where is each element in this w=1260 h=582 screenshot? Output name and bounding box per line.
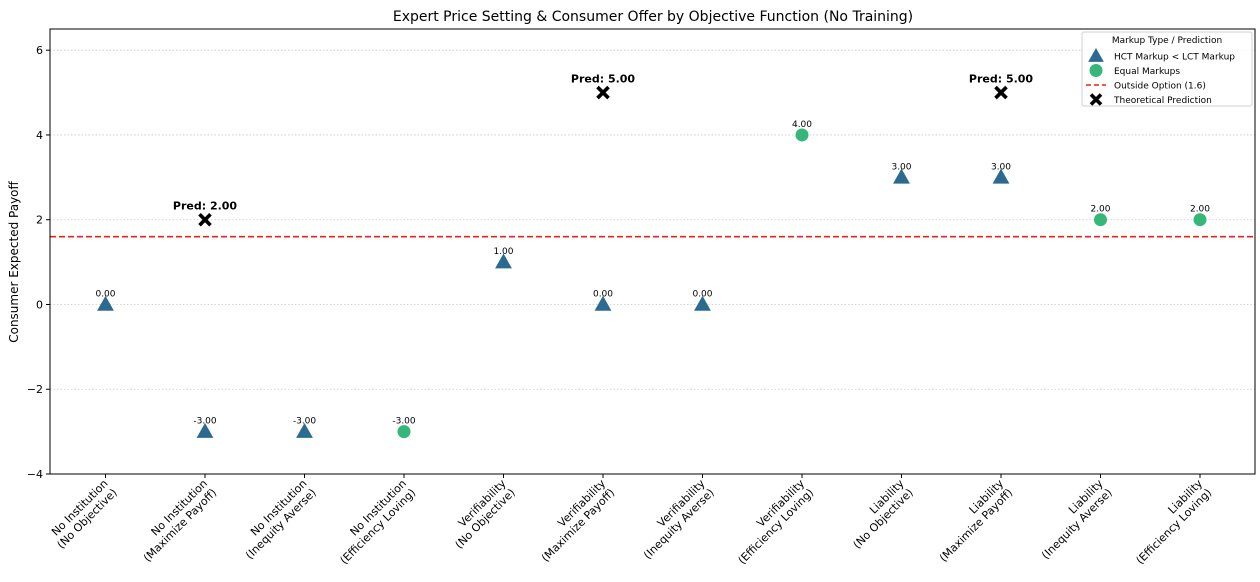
gridlines — [50, 49, 1255, 475]
data-label: 3.00 — [991, 162, 1011, 172]
triangle-point — [992, 168, 1010, 184]
prediction-label: Pred: 5.00 — [571, 73, 636, 86]
prediction-label: Pred: 5.00 — [969, 73, 1034, 86]
circle-point — [795, 128, 809, 142]
data-label: 0.00 — [593, 289, 613, 299]
circle-point — [1094, 213, 1107, 227]
legend-circle-icon — [1089, 64, 1103, 77]
data-label: 1.00 — [493, 247, 513, 257]
x-tick-label: Verifiability(Efficiency Loving) — [736, 477, 817, 567]
y-tick-label: −4 — [27, 468, 43, 481]
circle-point — [397, 425, 411, 439]
legend: Markup Type / Prediction HCT Markup < LCT… — [1081, 31, 1253, 107]
prediction-marker — [994, 85, 1008, 100]
data-label: -3.00 — [392, 417, 416, 427]
legend-triangle-icon — [1088, 47, 1104, 62]
x-mark-stroke — [1089, 93, 1103, 106]
triangle-point — [495, 253, 512, 269]
x-mark-stroke — [596, 85, 610, 100]
legend-label: HCT Markup < LCT Markup — [1114, 53, 1235, 63]
triangle-point — [97, 295, 114, 311]
y-tick-label: 6 — [36, 44, 43, 57]
chart-title: Expert Price Setting & Consumer Offer by… — [393, 9, 913, 25]
triangle-point — [694, 295, 711, 311]
data-label: 3.00 — [891, 162, 911, 172]
x-mark-stroke — [994, 85, 1008, 100]
y-tick-label: 0 — [36, 298, 43, 311]
x-mark-stroke — [198, 212, 212, 227]
plot-frame — [49, 28, 1256, 475]
data-label: 2.00 — [1190, 205, 1210, 215]
data-label: 0.00 — [95, 289, 115, 299]
data-marks: 0.00 -3.00 -3.00 1.00 0.00 0.00 3.00 3.00 -3.00 4… — [95, 73, 1210, 439]
triangle-point — [893, 168, 910, 184]
y-tick-label: 4 — [36, 129, 43, 142]
x-tick-label: Verifiability(Inequity Averse) — [641, 477, 717, 562]
triangle-point — [296, 422, 313, 438]
data-label: -3.00 — [193, 417, 217, 427]
x-tick-label: Verifiability(Maximize Payoff) — [539, 477, 617, 565]
x-tick-label: Liability(Efficiency Loving) — [1134, 477, 1215, 567]
legend-label: Equal Markups — [1114, 67, 1180, 77]
legend-x-icon — [1089, 93, 1103, 106]
axes — [46, 28, 1256, 478]
data-label: 0.00 — [692, 289, 712, 299]
x-tick-label: Liability(Inequity Averse) — [1039, 477, 1115, 562]
legend-box — [1081, 31, 1253, 107]
prediction-marker — [198, 212, 212, 227]
legend-title: Markup Type / Prediction — [1112, 36, 1222, 46]
y-tick-label: −2 — [27, 383, 43, 396]
y-axis-label: Consumer Expected Payoff — [7, 180, 21, 342]
prediction-label: Pred: 2.00 — [173, 200, 238, 213]
data-label: 4.00 — [792, 120, 812, 130]
legend-label: Theoretical Prediction — [1113, 96, 1212, 106]
x-tick-label: Verifiability(No Objective) — [453, 477, 518, 552]
x-tick-label: Liability(Maximize Payoff) — [937, 477, 1015, 565]
triangle-point — [594, 295, 612, 311]
legend-label: Outside Option (1.6) — [1114, 82, 1206, 92]
data-label: -3.00 — [293, 417, 317, 427]
x-tick-label: Liability(No Objective) — [851, 477, 916, 552]
x-tick-label: No Institution(Inequity Averse) — [243, 477, 319, 562]
prediction-marker — [596, 85, 610, 100]
x-tick-label: No Institution(Efficiency Loving) — [338, 477, 419, 567]
y-tick-label: 2 — [36, 214, 43, 227]
x-tick-label: No Institution(Maximize Payoff) — [141, 477, 219, 565]
tick-labels: −4 −2 0 2 4 6 No Institution(No Objective) No I… — [27, 44, 1215, 567]
data-label: 2.00 — [1090, 205, 1110, 215]
circle-point — [1193, 213, 1207, 227]
triangle-point — [196, 422, 214, 438]
x-tick-label: No Institution(No Objective) — [49, 477, 120, 551]
